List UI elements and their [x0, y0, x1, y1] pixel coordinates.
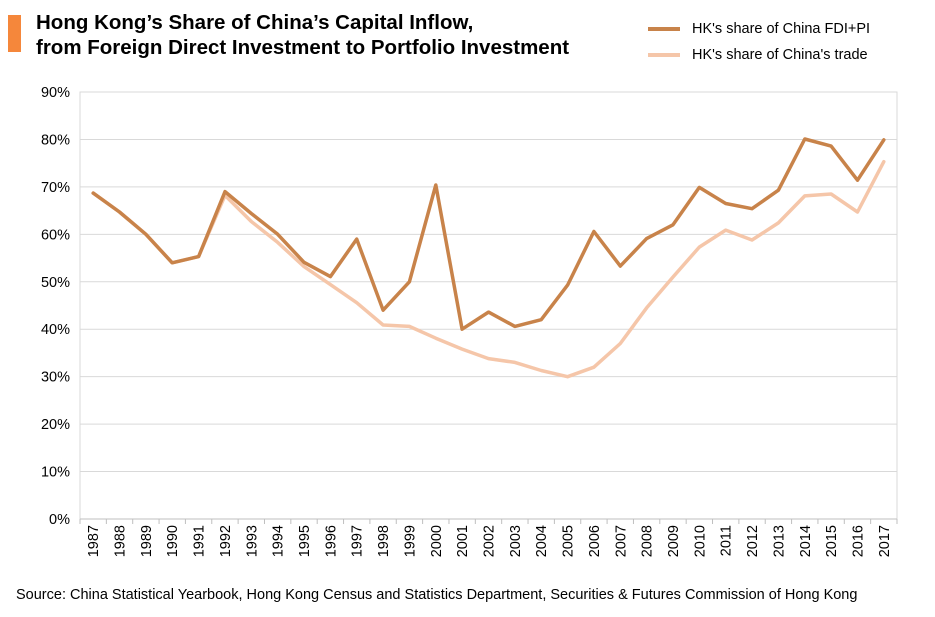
x-tick-label: 2014	[798, 525, 814, 557]
x-tick-label: 1994	[271, 525, 287, 557]
x-tick-label: 2015	[824, 525, 840, 557]
chart-title: Hong Kong’s Share of China’s Capital Inf…	[36, 10, 569, 60]
x-tick-label: 1991	[192, 525, 208, 557]
x-tick-label: 1993	[244, 525, 260, 557]
chart-title-line-1: Hong Kong’s Share of China’s Capital Inf…	[36, 11, 474, 34]
x-tick-label: 2001	[455, 525, 471, 557]
series-line-trade	[91, 159, 886, 379]
x-tick-label: 1992	[218, 525, 234, 557]
x-tick-label: 2011	[719, 525, 735, 556]
x-tick-label: 1990	[165, 525, 181, 557]
y-tick-label: 80%	[41, 132, 70, 148]
y-tick-label: 20%	[41, 417, 70, 433]
x-tick-label: 2009	[666, 525, 682, 557]
title-accent-bar	[8, 15, 21, 52]
x-tick-label: 2006	[587, 525, 603, 557]
x-tick-label: 2010	[692, 525, 708, 557]
y-tick-label: 50%	[41, 275, 70, 291]
legend-label-fdi-pi: HK's share of China FDI+PI	[692, 21, 871, 37]
chart-legend: HK's share of China FDI+PI HK's share of…	[648, 16, 870, 68]
x-tick-label: 2017	[877, 525, 893, 557]
x-tick-label: 2007	[613, 525, 629, 557]
x-tick-label: 2005	[561, 525, 577, 557]
x-tick-label: 2008	[640, 525, 656, 557]
y-tick-label: 10%	[41, 465, 70, 481]
x-tick-label: 2003	[508, 525, 524, 557]
x-tick-label: 1995	[297, 525, 313, 557]
y-tick-label: 60%	[41, 227, 70, 243]
x-tick-label: 1999	[402, 525, 418, 557]
legend-label-trade: HK's share of China's trade	[692, 47, 868, 63]
source-note: Source: China Statistical Yearbook, Hong…	[16, 587, 858, 603]
plot-frame	[79, 91, 898, 520]
x-tick-label: 2000	[429, 525, 445, 557]
x-tick-label: 1987	[86, 525, 102, 557]
x-tick-label: 1998	[376, 525, 392, 557]
x-tick-label: 2002	[482, 525, 498, 557]
x-tick-label: 2004	[534, 525, 550, 557]
y-tick-label: 30%	[41, 370, 70, 386]
x-tick-label: 2016	[850, 525, 866, 557]
x-tick-label: 2012	[745, 525, 761, 557]
legend-swatch-trade	[648, 53, 680, 57]
legend-swatch-fdi-pi	[648, 27, 680, 31]
x-tick-label: 1988	[113, 525, 129, 557]
legend-item-trade: HK's share of China's trade	[648, 42, 870, 68]
y-tick-label: 90%	[41, 85, 70, 101]
y-tick-label: 0%	[49, 512, 70, 528]
legend-item-fdi-pi: HK's share of China FDI+PI	[648, 16, 870, 42]
x-tick-label: 2013	[771, 525, 787, 557]
x-tick-label: 1989	[139, 525, 155, 557]
y-tick-label: 70%	[41, 180, 70, 196]
x-tick-label: 1997	[350, 525, 366, 557]
x-tick-label: 1996	[323, 525, 339, 557]
y-tick-label: 40%	[41, 322, 70, 338]
chart-title-line-2: from Foreign Direct Investment to Portfo…	[36, 36, 570, 59]
series-line-fdi-pi	[91, 137, 886, 331]
